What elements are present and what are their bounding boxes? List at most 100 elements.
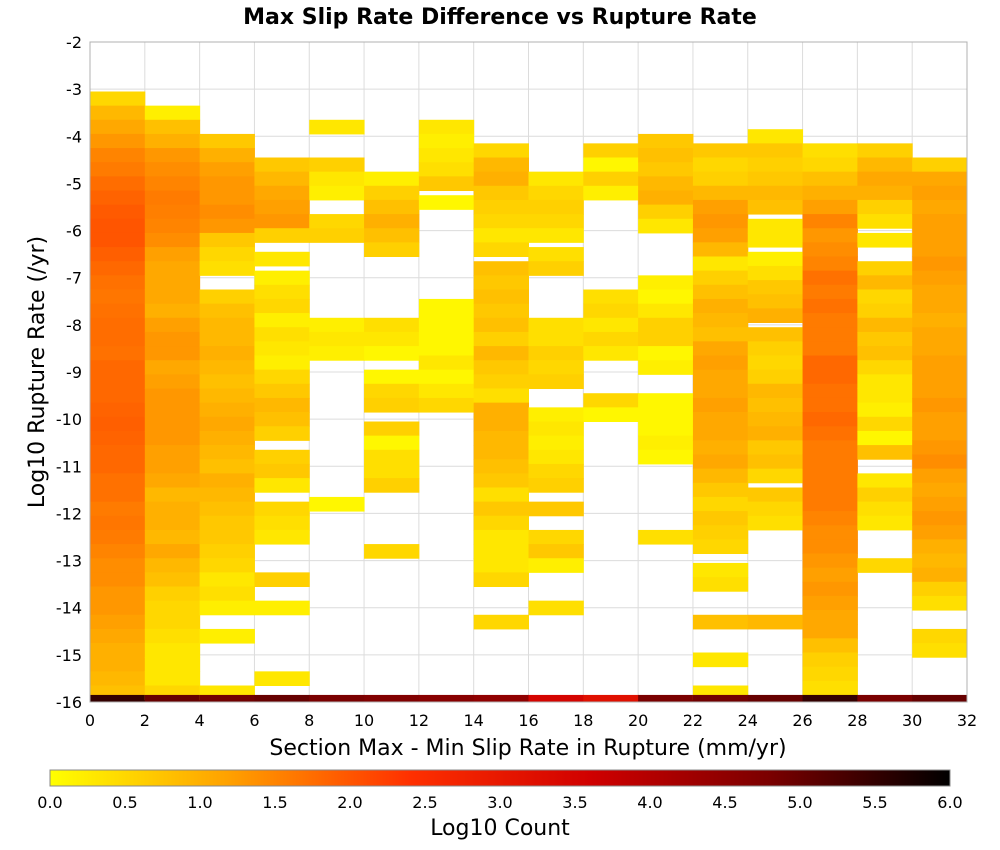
heatmap-cell [857, 473, 913, 488]
heatmap-cell [144, 402, 201, 418]
heatmap-cell [912, 313, 968, 328]
heatmap-cell [912, 553, 968, 569]
heatmap-cell [583, 157, 639, 173]
heatmap-cell [254, 228, 310, 243]
heatmap-cell [528, 247, 584, 262]
heatmap-cell [638, 162, 694, 177]
colorbar-tick-label: 5.0 [787, 793, 812, 812]
heatmap-cell [90, 614, 146, 630]
heatmap-cell [583, 393, 639, 408]
heatmap-cell [473, 143, 529, 158]
heatmap-cell [638, 393, 694, 408]
heatmap-cell [199, 430, 255, 446]
heatmap-cell [638, 176, 694, 191]
heatmap-cell [90, 388, 146, 404]
heatmap-cell [528, 544, 584, 559]
heatmap-cell [802, 397, 858, 413]
heatmap-cell [90, 671, 146, 686]
heatmap-cell [747, 157, 804, 173]
heatmap-cell [747, 412, 804, 427]
heatmap-cell [144, 176, 201, 191]
heatmap-cell [254, 327, 310, 342]
heatmap-cell [638, 360, 694, 375]
heatmap-cell [638, 421, 694, 437]
x-axis-label: Section Max - Min Slip Rate in Rupture (… [269, 736, 786, 761]
y-tick-label: -10 [56, 410, 82, 429]
heatmap-cell [747, 501, 804, 517]
heatmap-cell [90, 91, 146, 107]
heatmap-cell [199, 317, 255, 333]
heatmap-cell [692, 256, 749, 272]
heatmap-cell [802, 185, 858, 201]
heatmap-cell [473, 185, 529, 201]
x-axis-ticks: 0 2 4 6 8 10 12 14 16 18 20 22 24 26 28 30 32 [85, 711, 977, 730]
heatmap-cell [144, 671, 201, 686]
heatmap-cell [857, 171, 913, 187]
heatmap-cell [692, 468, 749, 484]
heatmap-cell [857, 402, 913, 418]
heatmap-cell [144, 473, 201, 488]
heatmap-cell [802, 539, 858, 554]
heatmap-cell [90, 657, 146, 672]
heatmap-cell [912, 567, 968, 583]
heatmap-cell [254, 298, 310, 314]
y-tick-label: -12 [56, 504, 82, 523]
heatmap-cell [747, 487, 804, 503]
heatmap-cell [473, 331, 529, 347]
heatmap-cell [144, 232, 201, 248]
x-tick-label: 16 [518, 711, 538, 730]
heatmap-cell [802, 454, 858, 470]
heatmap-cell [144, 657, 201, 672]
heatmap-cell [747, 454, 804, 470]
heatmap-cell [254, 449, 310, 465]
heatmap-cell [638, 204, 694, 220]
heatmap-cell [473, 430, 529, 446]
heatmap-cell [199, 402, 255, 418]
heatmap-cell [90, 176, 146, 191]
heatmap-cell [802, 270, 858, 286]
heatmap-cell [638, 133, 694, 149]
heatmap-cell [309, 185, 365, 201]
heatmap-cell [638, 317, 694, 333]
x-tick-label: 10 [354, 711, 374, 730]
heatmap-cell [638, 694, 694, 703]
x-tick-label: 26 [792, 711, 812, 730]
heatmap-cell [692, 577, 749, 592]
heatmap-cell [254, 572, 310, 587]
heatmap-cell [692, 496, 749, 512]
heatmap-cell [473, 289, 529, 305]
heatmap-cell [199, 232, 255, 248]
x-tick-label: 28 [847, 711, 867, 730]
heatmap-cell [90, 694, 146, 703]
heatmap-cell [90, 459, 146, 474]
colorbar-tick-label: 1.0 [187, 793, 212, 812]
heatmap-cell [528, 558, 584, 573]
heatmap-cell [254, 369, 310, 385]
heatmap-cell [857, 445, 913, 460]
heatmap-cell [857, 558, 913, 573]
heatmap-cell [309, 228, 365, 243]
heatmap-cell [528, 374, 584, 389]
heatmap-cell [912, 256, 968, 272]
heatmap-cell [199, 218, 255, 234]
heatmap-cell [254, 694, 310, 703]
heatmap-cell [528, 501, 584, 517]
heatmap-cell [309, 119, 365, 135]
heatmap-cell [692, 397, 749, 413]
heatmap-cell [364, 694, 420, 703]
heatmap-cell [364, 544, 420, 559]
heatmap-cell [144, 586, 201, 602]
heatmap-cell [90, 402, 146, 418]
heatmap-cell [144, 261, 201, 276]
heatmap-cell [418, 383, 475, 399]
heatmap-cell [528, 331, 584, 347]
heatmap-cell [90, 558, 146, 573]
heatmap-cell [254, 313, 310, 328]
heatmap-cell [912, 270, 968, 286]
heatmap-cell [473, 199, 529, 215]
heatmap-cell [90, 133, 146, 149]
heatmap-cell [857, 317, 913, 333]
heatmap-cell [583, 346, 639, 361]
colorbar-tick-label: 4.5 [712, 793, 737, 812]
heatmap-cell [802, 694, 858, 703]
